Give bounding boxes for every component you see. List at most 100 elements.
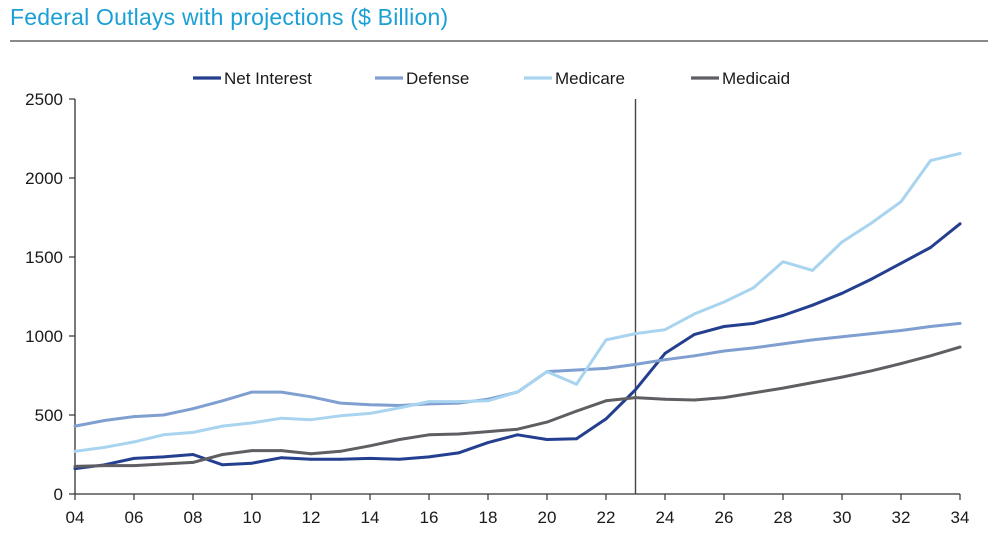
data-point-medicare xyxy=(575,382,578,386)
data-point-net-interest xyxy=(899,261,903,265)
data-point-net-interest xyxy=(663,351,667,355)
x-tick-label: 26 xyxy=(715,508,734,527)
data-point-medicaid xyxy=(221,453,224,456)
data-point-defense xyxy=(575,368,578,372)
data-point-net-interest xyxy=(722,325,726,328)
data-point-defense xyxy=(221,399,224,403)
data-point-net-interest xyxy=(250,461,254,465)
axes: 0 500 1000 1500 2000 2500 04 06 08 10 12 14 16 18 20 22… xyxy=(25,90,969,527)
data-point-medicaid xyxy=(958,345,962,349)
y-tick-label: 2000 xyxy=(25,169,63,188)
title-underline xyxy=(10,40,988,42)
y-tick-label: 1500 xyxy=(25,248,63,267)
data-point-defense xyxy=(604,366,608,370)
x-tick-label: 30 xyxy=(833,508,852,527)
series-points-defense xyxy=(73,321,962,428)
x-tick-label: 04 xyxy=(66,508,85,527)
data-point-net-interest xyxy=(575,437,578,441)
data-point-net-interest xyxy=(840,291,844,295)
data-point-medicare xyxy=(752,286,755,290)
data-point-medicare xyxy=(250,421,254,425)
x-tick-label: 12 xyxy=(302,508,321,527)
x-tick-label: 18 xyxy=(479,508,498,527)
x-tick-label: 06 xyxy=(125,508,144,527)
data-point-net-interest xyxy=(634,388,637,392)
data-point-net-interest xyxy=(958,222,962,226)
legend-label-net-interest: Net Interest xyxy=(224,69,312,88)
y-tick-label: 1000 xyxy=(25,327,63,346)
data-point-medicare xyxy=(486,399,490,403)
data-point-medicaid xyxy=(840,375,844,379)
data-point-medicare xyxy=(545,370,549,373)
x-tick-label: 28 xyxy=(774,508,793,527)
data-point-medicaid xyxy=(752,391,755,395)
data-point-medicare xyxy=(516,390,519,394)
data-point-medicare xyxy=(958,152,962,155)
x-tick-label: 32 xyxy=(892,508,911,527)
data-point-medicaid xyxy=(486,430,490,433)
data-point-medicaid xyxy=(162,462,165,466)
data-point-medicaid xyxy=(722,396,726,400)
data-point-medicaid xyxy=(663,397,667,401)
series-points-net-interest xyxy=(73,222,962,471)
data-point-medicare xyxy=(781,260,785,264)
data-point-medicaid xyxy=(250,449,254,452)
data-point-medicare xyxy=(280,416,283,420)
y-tick-label: 0 xyxy=(54,485,63,504)
y-tick-label: 500 xyxy=(35,406,63,425)
data-point-medicaid xyxy=(781,386,785,390)
data-point-defense xyxy=(722,349,726,353)
data-point-medicaid xyxy=(339,449,342,453)
data-point-defense xyxy=(840,335,844,339)
data-point-defense xyxy=(309,395,313,399)
data-point-medicare xyxy=(309,418,313,422)
data-point-medicare xyxy=(929,159,932,163)
data-point-medicare xyxy=(427,400,431,403)
legend-label-medicaid: Medicaid xyxy=(722,69,790,88)
data-point-medicaid xyxy=(811,381,814,385)
data-point-medicaid xyxy=(398,438,401,441)
data-point-medicare xyxy=(73,449,77,453)
data-point-defense xyxy=(663,358,667,362)
series-line-defense xyxy=(73,321,962,428)
legend: Net Interest Defense Medicare Medicaid xyxy=(193,69,790,88)
data-point-medicaid xyxy=(103,464,106,467)
data-point-net-interest xyxy=(191,453,195,456)
data-point-net-interest xyxy=(457,451,460,455)
data-point-net-interest xyxy=(132,457,136,460)
data-point-net-interest xyxy=(516,433,519,437)
x-tick-label: 14 xyxy=(361,508,380,527)
data-point-defense xyxy=(250,390,254,394)
x-tick-label: 08 xyxy=(184,508,203,527)
data-point-medicaid xyxy=(309,452,313,456)
data-point-medicaid xyxy=(604,399,608,403)
data-point-medicaid xyxy=(191,461,195,464)
data-point-defense xyxy=(339,401,342,405)
data-point-net-interest xyxy=(221,463,224,467)
data-point-medicaid xyxy=(899,362,903,366)
data-point-defense xyxy=(693,354,696,358)
series-points-medicaid xyxy=(73,345,962,468)
data-point-medicaid xyxy=(545,420,549,424)
series-line-net-interest xyxy=(73,222,962,471)
data-point-net-interest xyxy=(73,467,77,471)
data-point-medicare xyxy=(398,406,401,410)
data-point-net-interest xyxy=(929,246,932,249)
data-point-medicare xyxy=(162,433,165,437)
data-point-defense xyxy=(870,332,873,336)
data-point-net-interest xyxy=(280,456,283,460)
x-tick-label: 16 xyxy=(420,508,439,527)
data-point-defense xyxy=(103,419,106,422)
chart-title: Federal Outlays with projections ($ Bill… xyxy=(10,4,449,30)
data-point-medicare xyxy=(899,200,903,204)
series-points-medicare xyxy=(73,152,962,453)
data-point-net-interest xyxy=(427,455,431,459)
data-point-medicare xyxy=(604,338,608,342)
data-point-net-interest xyxy=(781,314,785,317)
data-point-defense xyxy=(958,321,962,325)
data-point-medicaid xyxy=(368,444,372,448)
data-point-medicare xyxy=(368,412,372,415)
data-point-medicaid xyxy=(516,427,519,431)
data-point-net-interest xyxy=(368,457,372,460)
